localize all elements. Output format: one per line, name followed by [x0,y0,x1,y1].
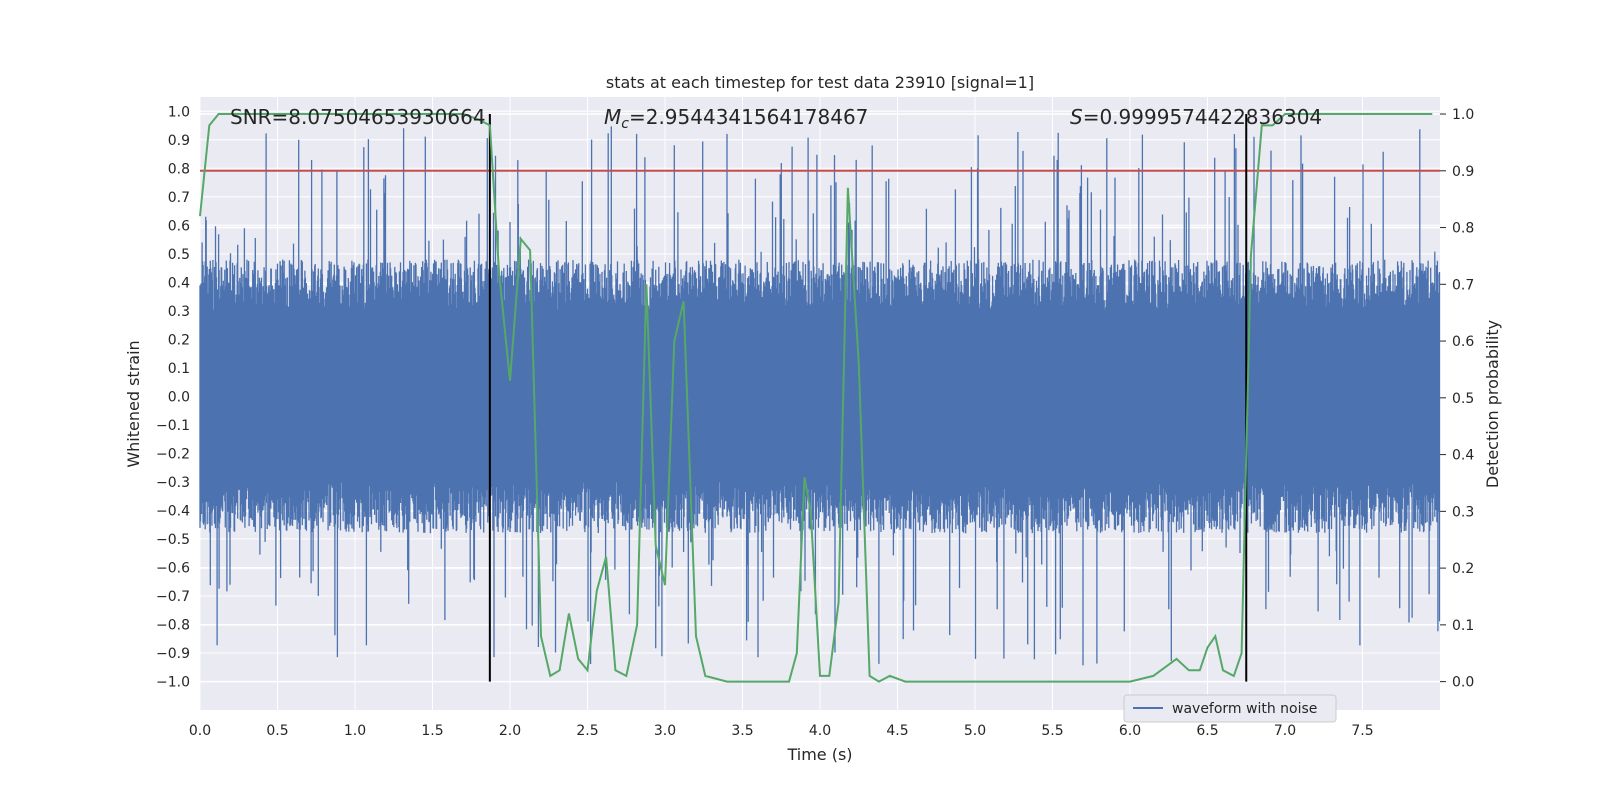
y-tick-label: 0.8 [168,161,190,177]
chart-title: stats at each timestep for test data 239… [606,73,1034,92]
y-tick-label: −0.7 [156,589,190,605]
left-tick-labels: 1.0 0.9 0.8 0.7 0.6 0.5 0.4 0.3 0.2 0.1 0.0 −0.1 −0.… [156,104,190,690]
y-tick-label: 0.9 [168,133,190,149]
x-tick-label: 6.5 [1196,723,1218,739]
y-tick-label: −0.8 [156,617,190,633]
x-tick-label: 7.5 [1351,723,1373,739]
y-tick-label: 0.1 [168,361,190,377]
legend-box [1123,694,1337,723]
right-tick-label: 0.5 [1452,391,1474,407]
x-tick-label: 4.0 [809,723,831,739]
x-tick-label: 0.0 [189,723,211,739]
right-tick-label: 0.1 [1452,618,1474,634]
x-tick-label: 5.5 [1041,723,1063,739]
right-tick-label: 0.4 [1452,448,1474,464]
y-tick-label: 0.3 [168,304,190,320]
right-tick-label: 0.6 [1452,334,1474,350]
y-tick-label: −0.1 [156,418,190,434]
right-tick-label: 0.0 [1452,675,1474,691]
y-tick-label: −0.9 [156,646,190,662]
y-tick-label: −0.6 [156,560,190,576]
y-tick-label: 0.2 [168,332,190,348]
right-tick-label: 0.9 [1452,164,1474,180]
y-tick-label: 0.4 [168,275,190,291]
y-tick-label: −0.4 [156,503,190,519]
x-tick-label: 2.5 [576,723,598,739]
x-tick-labels: 0.0 0.5 1.0 1.5 2.0 2.5 3.0 3.5 4.0 4.5 5.0 5.5 6.0 6… [189,723,1374,739]
snr-annotation: SNR=8.07504653930664 [230,105,486,129]
left-axis-label: Whitened strain [124,340,143,467]
waveform-trace [199,126,1441,666]
legend: waveform with noise [1123,694,1337,723]
y-tick-label: −0.2 [156,446,190,462]
x-tick-label: 4.5 [886,723,908,739]
x-tick-label: 1.5 [421,723,443,739]
s-annotation: S=0.9999574422836304 [1070,105,1322,129]
waveform-series [199,126,1441,666]
x-tick-label: 7.0 [1274,723,1296,739]
y-tick-label: 0.0 [168,389,190,405]
chirp-mass-annotation: Mc=2.9544341564178467 [604,105,868,132]
detection-probability-line [199,113,1433,683]
x-tick-label: 0.5 [266,723,288,739]
legend-label: waveform with noise [1172,701,1317,717]
x-axis-label: Time (s) [786,745,852,764]
x-tick-label: 2.0 [499,723,521,739]
right-tick-label: 0.2 [1452,561,1474,577]
x-tick-label: 5.0 [964,723,986,739]
right-tick-label: 0.7 [1452,277,1474,293]
y-tick-label: −0.3 [156,475,190,491]
x-tick-label: 3.5 [731,723,753,739]
y-tick-label: 0.6 [168,218,190,234]
right-tick-label: 0.3 [1452,504,1474,520]
reference-lines [200,114,1440,682]
right-tick-label: 0.8 [1452,221,1474,237]
y-tick-label: 1.0 [168,104,190,120]
right-tick-labels: 1.0 0.9 0.8 0.7 0.6 0.5 0.4 0.3 0.2 0.1 0.0 [1452,107,1474,691]
x-tick-label: 3.0 [654,723,676,739]
y-tick-label: −1.0 [156,674,190,690]
y-tick-label: 0.5 [168,247,190,263]
x-tick-label: 1.0 [344,723,366,739]
y-tick-label: −0.5 [156,532,190,548]
right-tick-label: 1.0 [1452,107,1474,123]
right-axis-label: Detection probability [1483,320,1502,488]
y-tick-label: 0.7 [168,190,190,206]
x-tick-label: 6.0 [1119,723,1141,739]
